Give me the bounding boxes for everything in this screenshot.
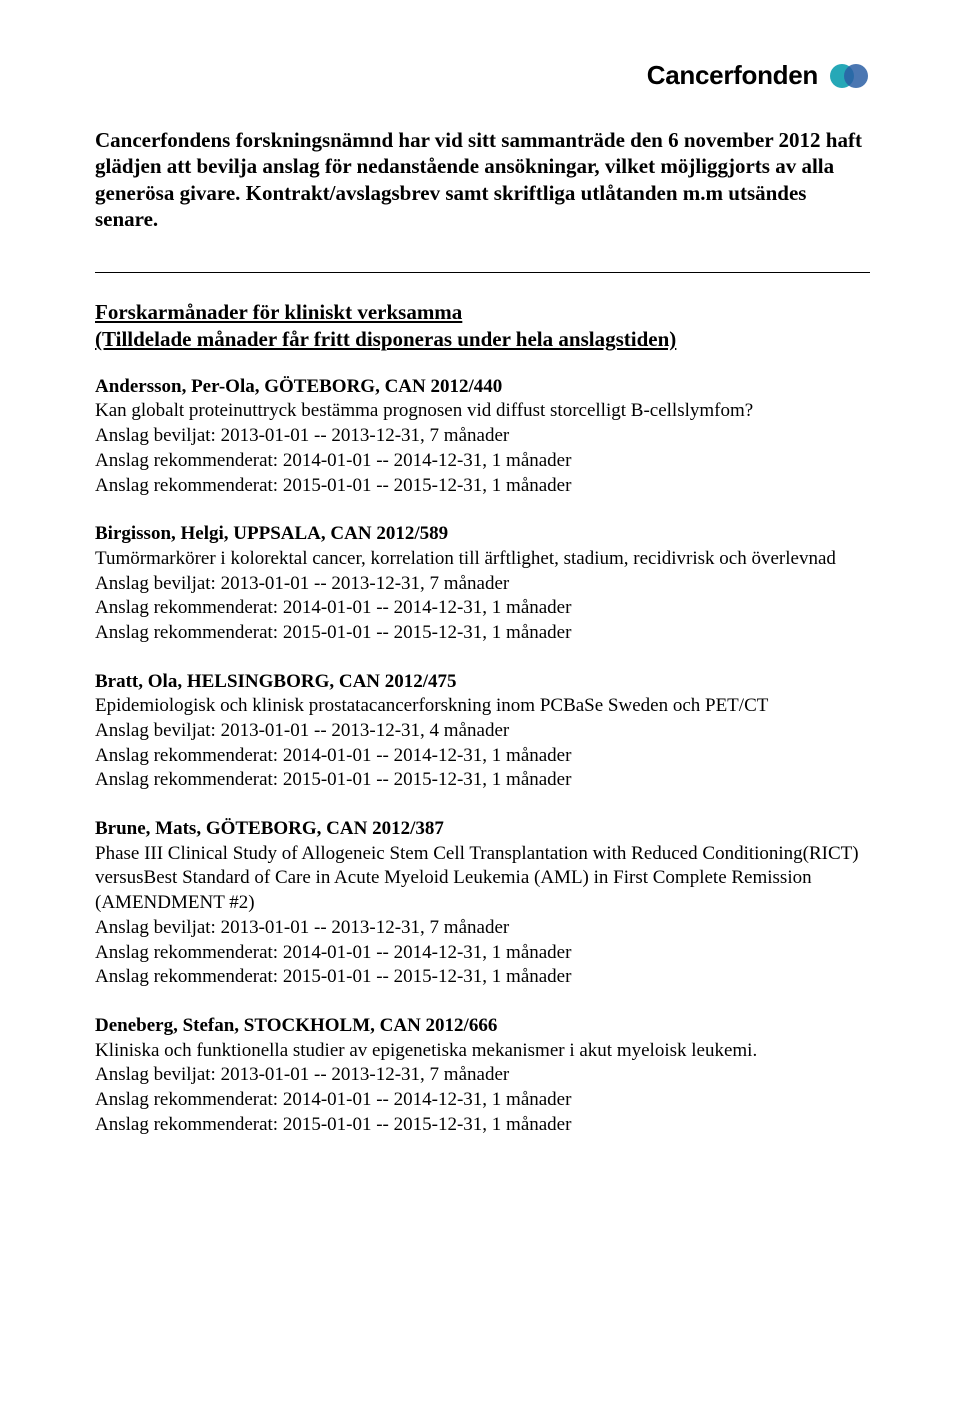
grant-entry: Brune, Mats, GÖTEBORG, CAN 2012/387 Phas… xyxy=(95,817,870,990)
entry-grant-line: Anslag rekommenderat: 2015-01-01 -- 2015… xyxy=(95,965,870,990)
section-divider xyxy=(95,272,870,273)
entry-description: Kliniska och funktionella studier av epi… xyxy=(95,1039,870,1064)
grant-entry: Bratt, Ola, HELSINGBORG, CAN 2012/475 Ep… xyxy=(95,670,870,793)
entry-grant-line: Anslag beviljat: 2013-01-01 -- 2013-12-3… xyxy=(95,916,870,941)
entry-grant-line: Anslag rekommenderat: 2014-01-01 -- 2014… xyxy=(95,449,870,474)
document-page: Cancerfonden Cancerfondens forskningsnäm… xyxy=(0,0,960,1221)
grant-entry: Deneberg, Stefan, STOCKHOLM, CAN 2012/66… xyxy=(95,1014,870,1137)
entry-title: Bratt, Ola, HELSINGBORG, CAN 2012/475 xyxy=(95,670,870,695)
entry-grant-line: Anslag beviljat: 2013-01-01 -- 2013-12-3… xyxy=(95,719,870,744)
entries-list: Andersson, Per-Ola, GÖTEBORG, CAN 2012/4… xyxy=(95,375,870,1138)
entry-description: Epidemiologisk och klinisk prostatacance… xyxy=(95,694,870,719)
grant-entry: Birgisson, Helgi, UPPSALA, CAN 2012/589 … xyxy=(95,522,870,645)
entry-title: Brune, Mats, GÖTEBORG, CAN 2012/387 xyxy=(95,817,870,842)
entry-title: Birgisson, Helgi, UPPSALA, CAN 2012/589 xyxy=(95,522,870,547)
logo-circles-icon xyxy=(828,63,870,89)
entry-grant-line: Anslag rekommenderat: 2015-01-01 -- 2015… xyxy=(95,621,870,646)
entry-description: Tumörmarkörer i kolorektal cancer, korre… xyxy=(95,547,870,572)
entry-description: Kan globalt proteinuttryck bestämma prog… xyxy=(95,399,870,424)
intro-paragraph: Cancerfondens forskningsnämnd har vid si… xyxy=(95,127,870,232)
entry-grant-line: Anslag rekommenderat: 2014-01-01 -- 2014… xyxy=(95,596,870,621)
entry-title: Andersson, Per-Ola, GÖTEBORG, CAN 2012/4… xyxy=(95,375,870,400)
entry-grant-line: Anslag rekommenderat: 2014-01-01 -- 2014… xyxy=(95,744,870,769)
entry-grant-line: Anslag beviljat: 2013-01-01 -- 2013-12-3… xyxy=(95,572,870,597)
entry-grant-line: Anslag rekommenderat: 2015-01-01 -- 2015… xyxy=(95,768,870,793)
entry-grant-line: Anslag rekommenderat: 2015-01-01 -- 2015… xyxy=(95,1113,870,1138)
grant-entry: Andersson, Per-Ola, GÖTEBORG, CAN 2012/4… xyxy=(95,375,870,498)
entry-grant-line: Anslag rekommenderat: 2015-01-01 -- 2015… xyxy=(95,474,870,499)
entry-grant-line: Anslag beviljat: 2013-01-01 -- 2013-12-3… xyxy=(95,424,870,449)
section-subtitle: (Tilldelade månader får fritt disponeras… xyxy=(95,326,870,353)
entry-grant-line: Anslag beviljat: 2013-01-01 -- 2013-12-3… xyxy=(95,1063,870,1088)
entry-grant-line: Anslag rekommenderat: 2014-01-01 -- 2014… xyxy=(95,941,870,966)
entry-description: Phase III Clinical Study of Allogeneic S… xyxy=(95,842,870,916)
section-heading: Forskarmånader för kliniskt verksamma (T… xyxy=(95,299,870,353)
logo-text: Cancerfonden xyxy=(647,60,818,91)
logo-header: Cancerfonden xyxy=(95,60,870,91)
entry-title: Deneberg, Stefan, STOCKHOLM, CAN 2012/66… xyxy=(95,1014,870,1039)
entry-grant-line: Anslag rekommenderat: 2014-01-01 -- 2014… xyxy=(95,1088,870,1113)
section-title: Forskarmånader för kliniskt verksamma xyxy=(95,299,870,326)
